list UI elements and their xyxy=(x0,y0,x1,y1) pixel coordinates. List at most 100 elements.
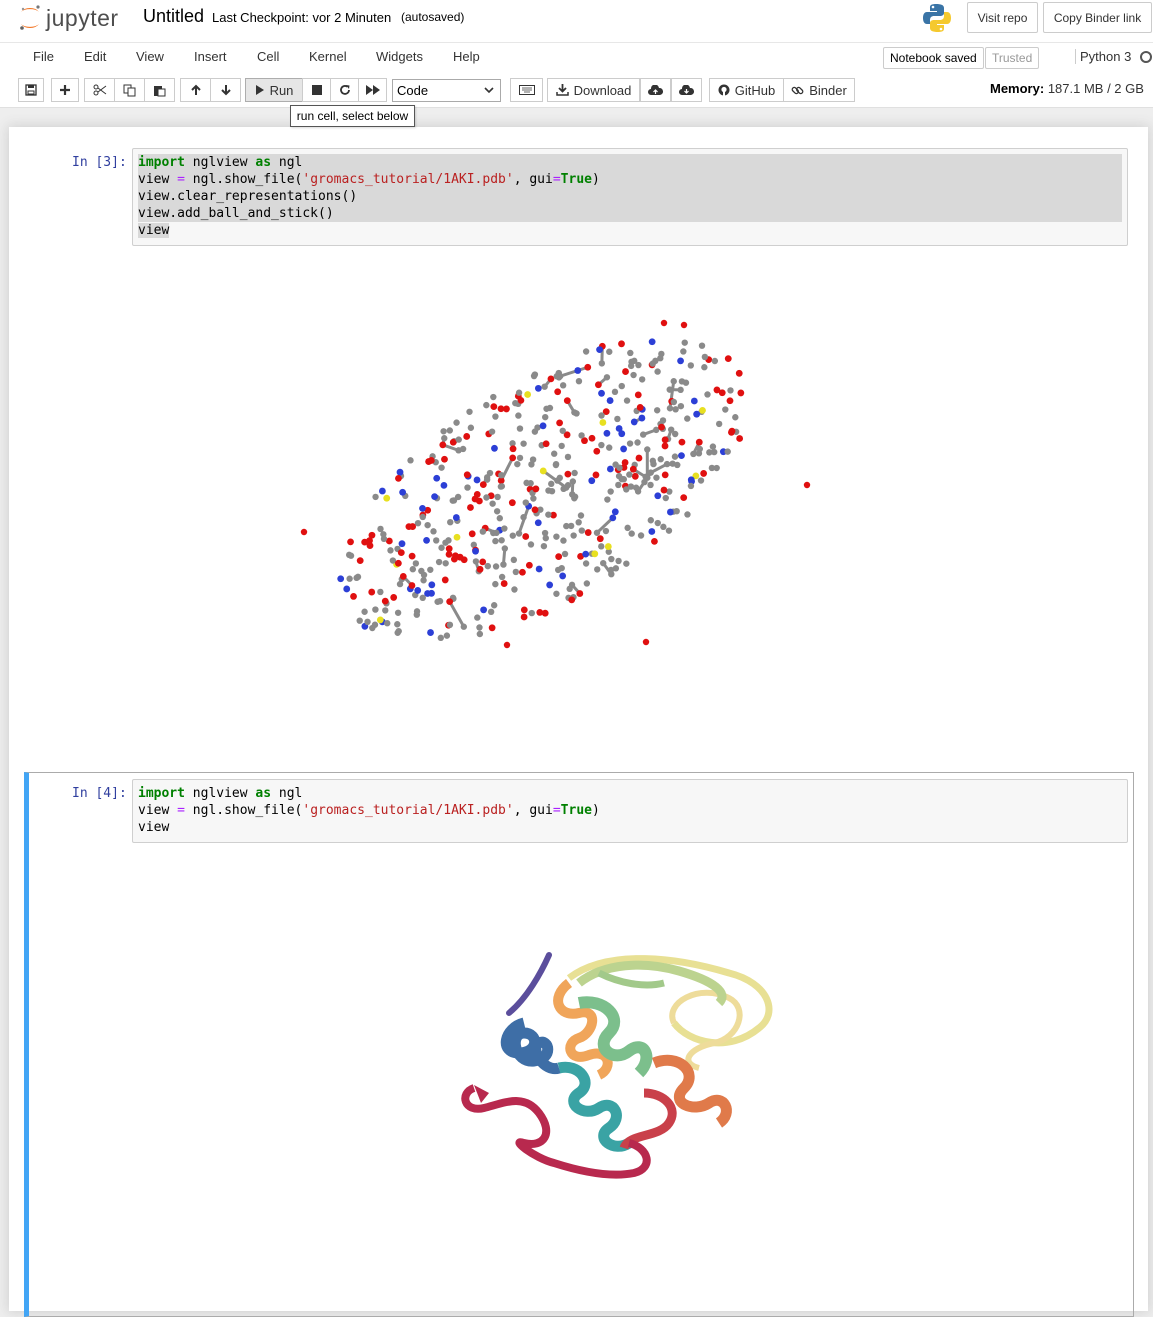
atom xyxy=(697,446,703,452)
molecule-viewer-cartoon[interactable] xyxy=(429,943,809,1213)
atom xyxy=(593,472,600,479)
atom xyxy=(727,387,733,393)
move-down-button[interactable] xyxy=(210,78,241,102)
menu-edit[interactable]: Edit xyxy=(84,49,106,64)
atom xyxy=(453,514,460,521)
atom xyxy=(347,538,354,545)
atom xyxy=(564,471,571,478)
command-palette-button[interactable] xyxy=(510,78,543,102)
atom xyxy=(598,390,605,397)
atom xyxy=(648,517,654,523)
atom xyxy=(468,425,474,431)
atom xyxy=(548,375,555,382)
code-line: view = ngl.show_file('gromacs_tutorial/1… xyxy=(138,171,1122,188)
cloud-download-button[interactable] xyxy=(671,78,702,102)
atom xyxy=(456,436,462,442)
run-button[interactable]: Run xyxy=(245,78,303,102)
arrow-up-icon xyxy=(190,84,202,96)
move-up-button[interactable] xyxy=(180,78,211,102)
menu-file[interactable]: File xyxy=(33,49,54,64)
atom xyxy=(696,439,703,446)
atom xyxy=(640,431,646,437)
copy-button[interactable] xyxy=(114,78,145,102)
github-button[interactable]: GitHub xyxy=(709,78,784,102)
atom xyxy=(398,549,405,556)
restart-button[interactable] xyxy=(330,78,359,102)
atom xyxy=(558,443,564,449)
atom xyxy=(568,596,575,603)
atom xyxy=(517,455,523,461)
visit-repo-button[interactable]: Visit repo xyxy=(967,2,1038,33)
cut-button[interactable] xyxy=(84,78,115,102)
atom xyxy=(463,433,470,440)
atom xyxy=(397,469,404,476)
atom xyxy=(509,499,516,506)
atom xyxy=(661,487,668,494)
atom xyxy=(425,458,432,465)
menu-cell[interactable]: Cell xyxy=(257,49,279,64)
atom xyxy=(584,364,591,371)
logo-text: jupyter xyxy=(46,5,119,32)
atom xyxy=(615,558,621,564)
atom xyxy=(559,573,566,580)
code-input[interactable]: import nglview as ngl view = ngl.show_fi… xyxy=(132,148,1128,246)
code-cell[interactable]: In [3]: import nglview as ngl view = ngl… xyxy=(24,140,1134,760)
atom xyxy=(649,338,656,345)
atom xyxy=(445,537,451,543)
binder-button[interactable]: Binder xyxy=(783,78,855,102)
cloud-upload-button[interactable] xyxy=(640,78,671,102)
memory-value: 187.1 MB / 2 GB xyxy=(1048,81,1144,96)
insert-cell-button[interactable] xyxy=(51,78,79,102)
atom xyxy=(441,456,448,463)
scissors-icon xyxy=(93,84,107,96)
kernel-name[interactable]: Python 3 xyxy=(1075,49,1131,64)
trusted-indicator[interactable]: Trusted xyxy=(985,47,1039,69)
paste-icon xyxy=(153,84,166,97)
atom xyxy=(337,575,344,582)
atom xyxy=(517,397,524,404)
cell-type-select[interactable]: Code xyxy=(392,79,501,102)
atom xyxy=(613,565,619,571)
atom xyxy=(441,482,448,489)
save-button[interactable] xyxy=(18,78,44,102)
menu-kernel[interactable]: Kernel xyxy=(309,49,347,64)
download-button[interactable]: Download xyxy=(547,78,640,102)
molecule-viewer-ball-and-stick[interactable] xyxy=(274,305,814,675)
atom xyxy=(489,428,495,434)
atom xyxy=(704,391,710,397)
atom xyxy=(663,495,669,501)
atom xyxy=(623,486,629,492)
notebook-title[interactable]: Untitled xyxy=(143,6,204,27)
cloud-download-icon xyxy=(679,85,694,96)
atom xyxy=(635,391,642,398)
atom xyxy=(553,591,559,597)
atom xyxy=(691,398,698,405)
atom xyxy=(446,598,453,605)
atom xyxy=(524,391,531,398)
restart-run-all-button[interactable] xyxy=(358,78,387,102)
atom xyxy=(565,482,571,488)
atom xyxy=(644,446,650,452)
code-cell-selected[interactable]: In [4]: import nglview as ngl view = ngl… xyxy=(24,772,1134,1317)
input-prompt: In [3]: xyxy=(72,155,127,170)
menu-help[interactable]: Help xyxy=(453,49,480,64)
atom xyxy=(578,512,584,518)
atom xyxy=(455,494,461,500)
atom xyxy=(535,385,542,392)
run-tooltip: run cell, select below xyxy=(290,105,415,127)
atom xyxy=(382,607,388,613)
paste-button[interactable] xyxy=(144,78,175,102)
menu-insert[interactable]: Insert xyxy=(194,49,227,64)
code-input[interactable]: import nglview as ngl view = ngl.show_fi… xyxy=(132,779,1128,843)
water-atom xyxy=(643,639,649,645)
atom xyxy=(377,616,384,623)
jupyter-logo[interactable]: jupyter xyxy=(18,3,119,33)
interrupt-button[interactable] xyxy=(302,78,331,102)
copy-binder-link-button[interactable]: Copy Binder link xyxy=(1043,2,1152,33)
atom xyxy=(666,527,672,533)
atom xyxy=(436,559,442,565)
water-atom xyxy=(804,482,810,488)
atom xyxy=(555,553,562,560)
menu-widgets[interactable]: Widgets xyxy=(376,49,423,64)
menu-view[interactable]: View xyxy=(136,49,164,64)
